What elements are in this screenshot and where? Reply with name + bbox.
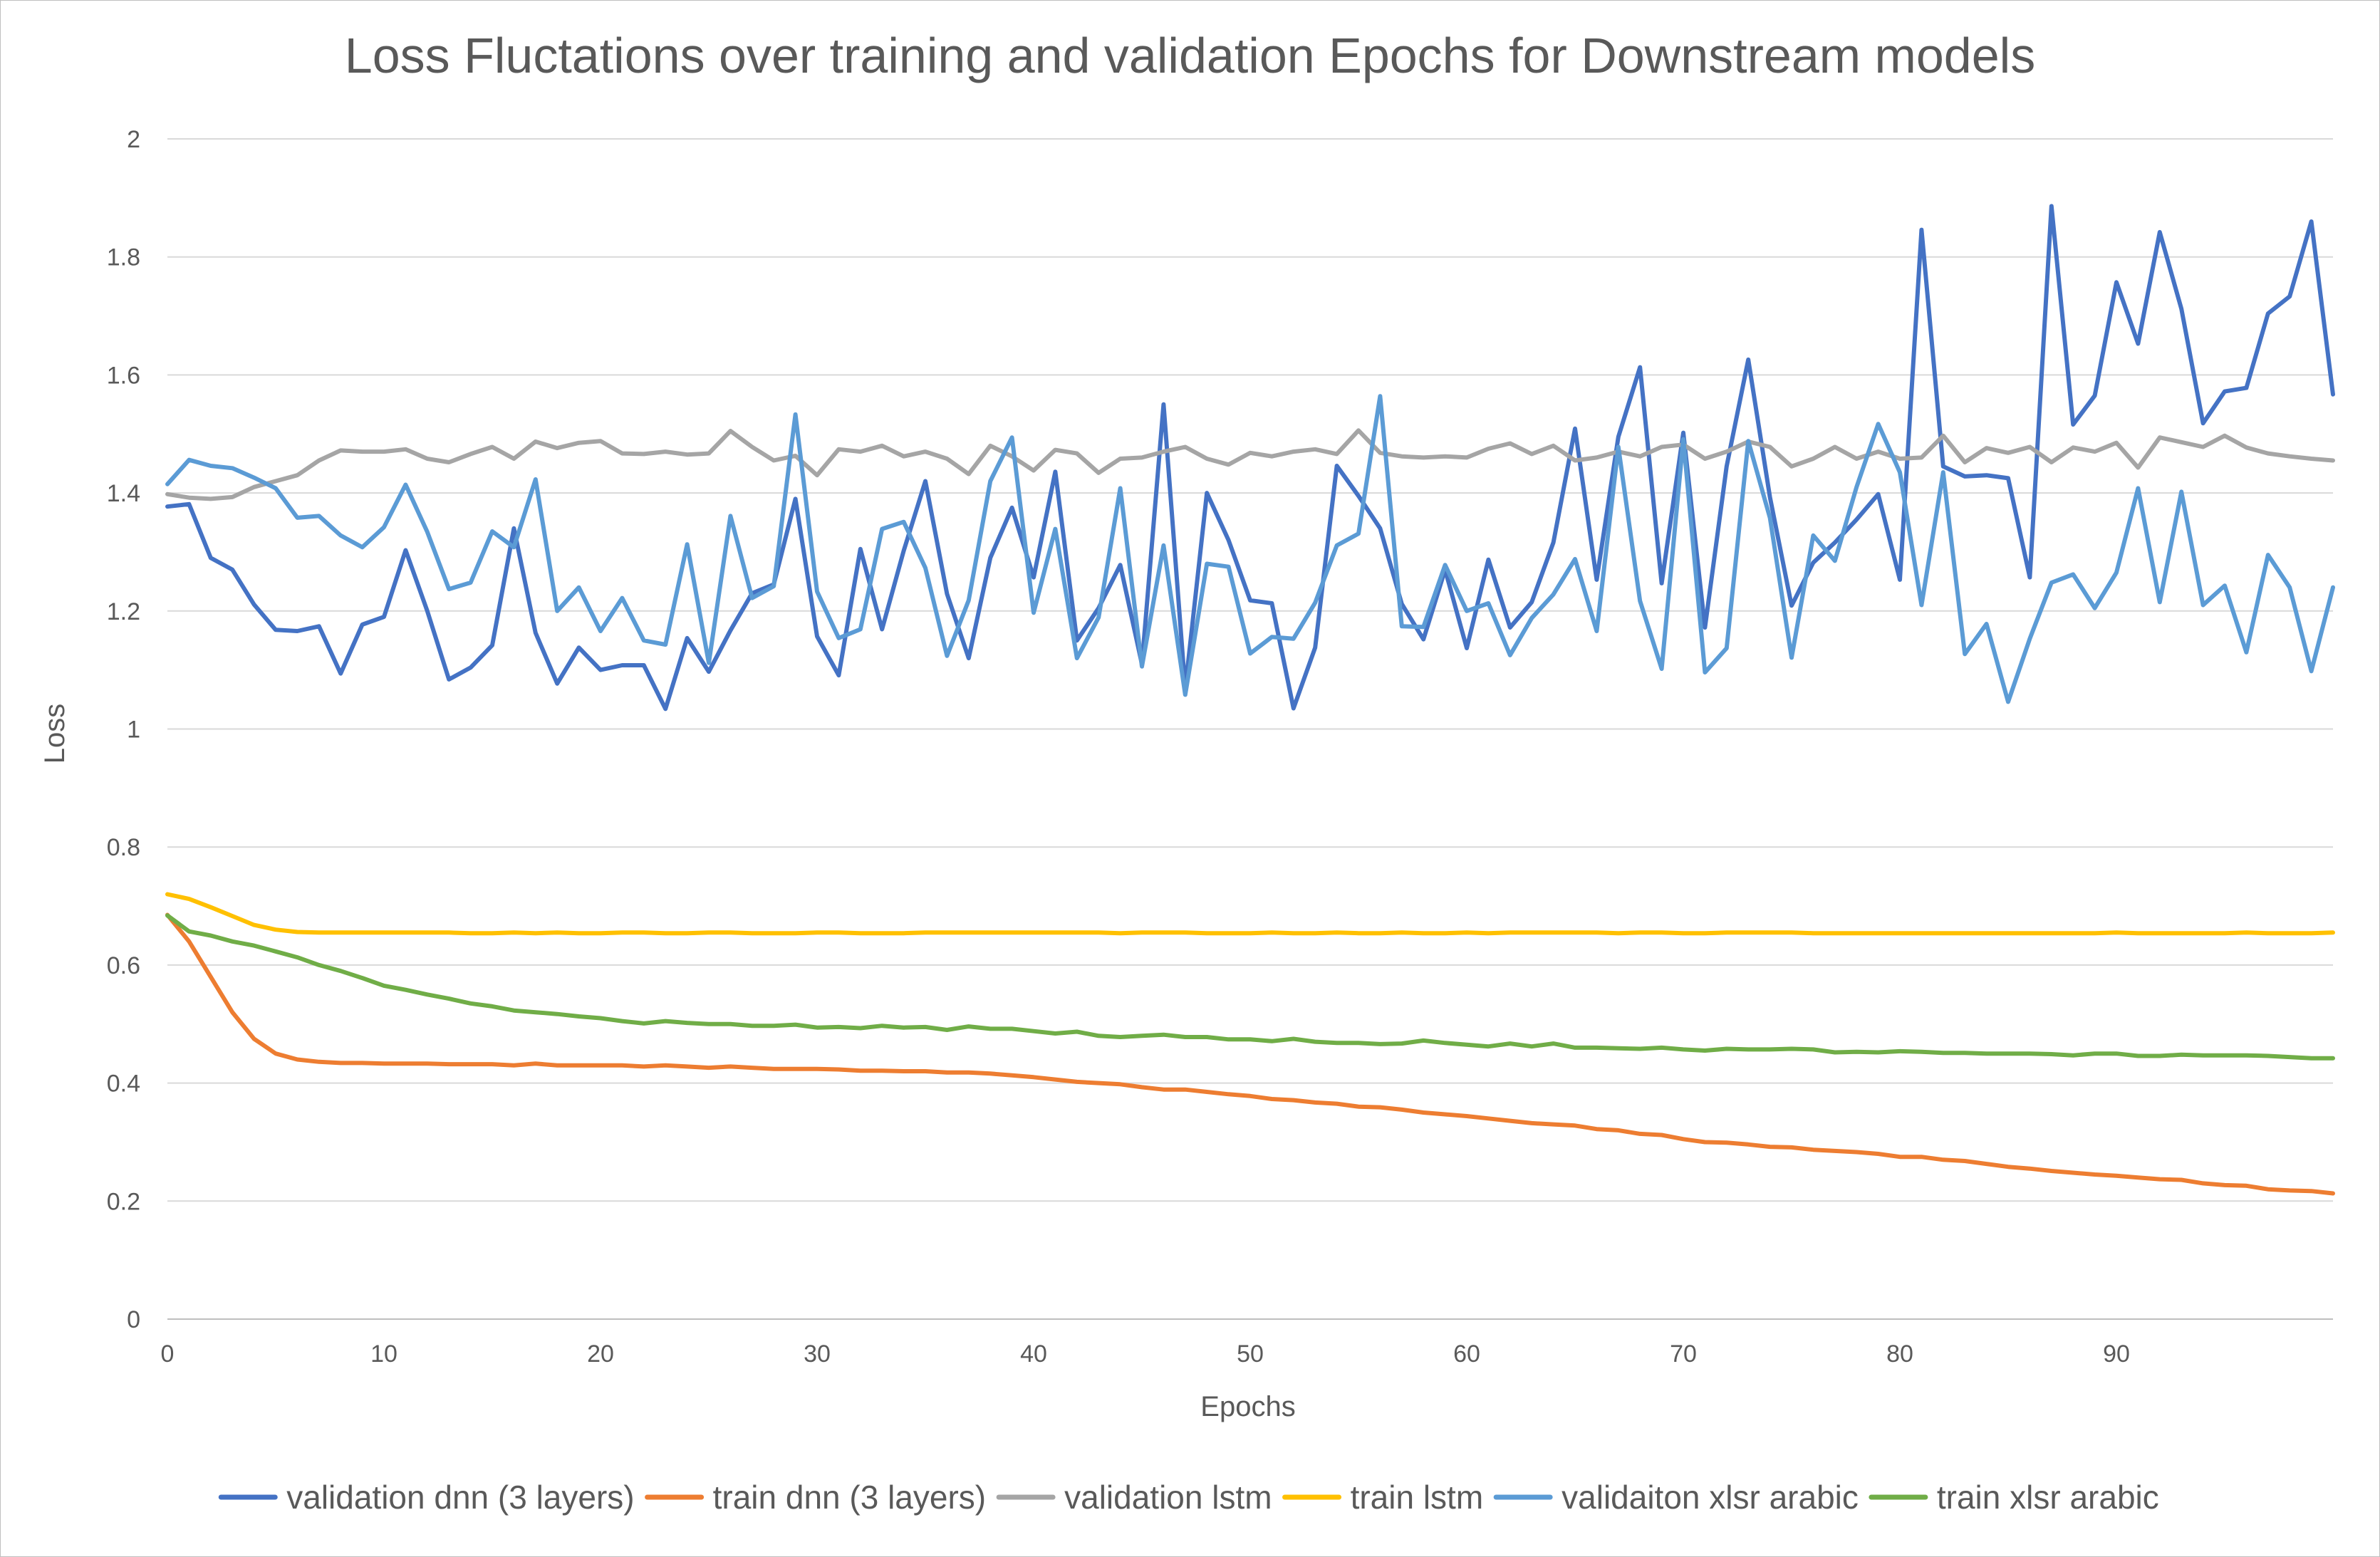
legend-label: validation lstm bbox=[1064, 1479, 1272, 1516]
legend-label: train xlsr arabic bbox=[1937, 1479, 2159, 1516]
legend-label: train lstm bbox=[1351, 1479, 1484, 1516]
x-tick-label: 10 bbox=[370, 1340, 397, 1368]
series-line-6 bbox=[165, 913, 2335, 1061]
y-axis-ticks: 0 0.2 0.4 0.6 0.8 1 1.2 1.4 1.6 1.8 2 bbox=[107, 126, 140, 1333]
x-tick-label: 40 bbox=[1020, 1340, 1047, 1368]
legend-label: train dnn (3 layers) bbox=[713, 1479, 987, 1516]
chart-title: Loss Fluctations over training and valid… bbox=[344, 28, 2036, 83]
y-tick-label: 1.4 bbox=[107, 480, 140, 507]
series-line-5 bbox=[165, 394, 2335, 704]
y-tick-label: 0.2 bbox=[107, 1188, 140, 1215]
y-tick-label: 0.6 bbox=[107, 952, 140, 979]
series-line-3 bbox=[165, 428, 2335, 501]
gridlines bbox=[167, 138, 2333, 1320]
series-lines bbox=[165, 204, 2335, 1196]
x-tick-label: 90 bbox=[2103, 1340, 2130, 1368]
legend: validation dnn (3 layers) train dnn (3 la… bbox=[218, 1479, 2159, 1516]
x-tick-label: 70 bbox=[1670, 1340, 1697, 1368]
x-tick-label: 20 bbox=[587, 1340, 614, 1368]
x-axis-ticks: 0 10 20 30 40 50 60 70 80 90 bbox=[161, 1340, 2130, 1368]
x-axis-label: Epochs bbox=[1200, 1391, 1295, 1422]
legend-label: validaiton xlsr arabic bbox=[1561, 1479, 1859, 1516]
legend-label: validation dnn (3 layers) bbox=[286, 1479, 634, 1516]
y-tick-label: 0 bbox=[127, 1306, 140, 1333]
x-tick-label: 0 bbox=[161, 1340, 175, 1368]
y-tick-label: 0.8 bbox=[107, 834, 140, 861]
y-tick-label: 1.8 bbox=[107, 244, 140, 271]
series-line-4 bbox=[165, 892, 2335, 936]
x-tick-label: 30 bbox=[804, 1340, 831, 1368]
series-line-2 bbox=[165, 912, 2335, 1196]
y-tick-label: 1.6 bbox=[107, 362, 140, 389]
y-tick-label: 1 bbox=[127, 717, 140, 744]
series-line-1 bbox=[165, 204, 2335, 712]
y-tick-label: 0.4 bbox=[107, 1071, 140, 1098]
y-tick-label: 2 bbox=[127, 126, 140, 153]
x-tick-label: 60 bbox=[1453, 1340, 1480, 1368]
y-tick-label: 1.2 bbox=[107, 598, 140, 625]
y-axis-label: Loss bbox=[39, 704, 71, 764]
x-tick-label: 80 bbox=[1886, 1340, 1913, 1368]
x-tick-label: 50 bbox=[1237, 1340, 1264, 1368]
